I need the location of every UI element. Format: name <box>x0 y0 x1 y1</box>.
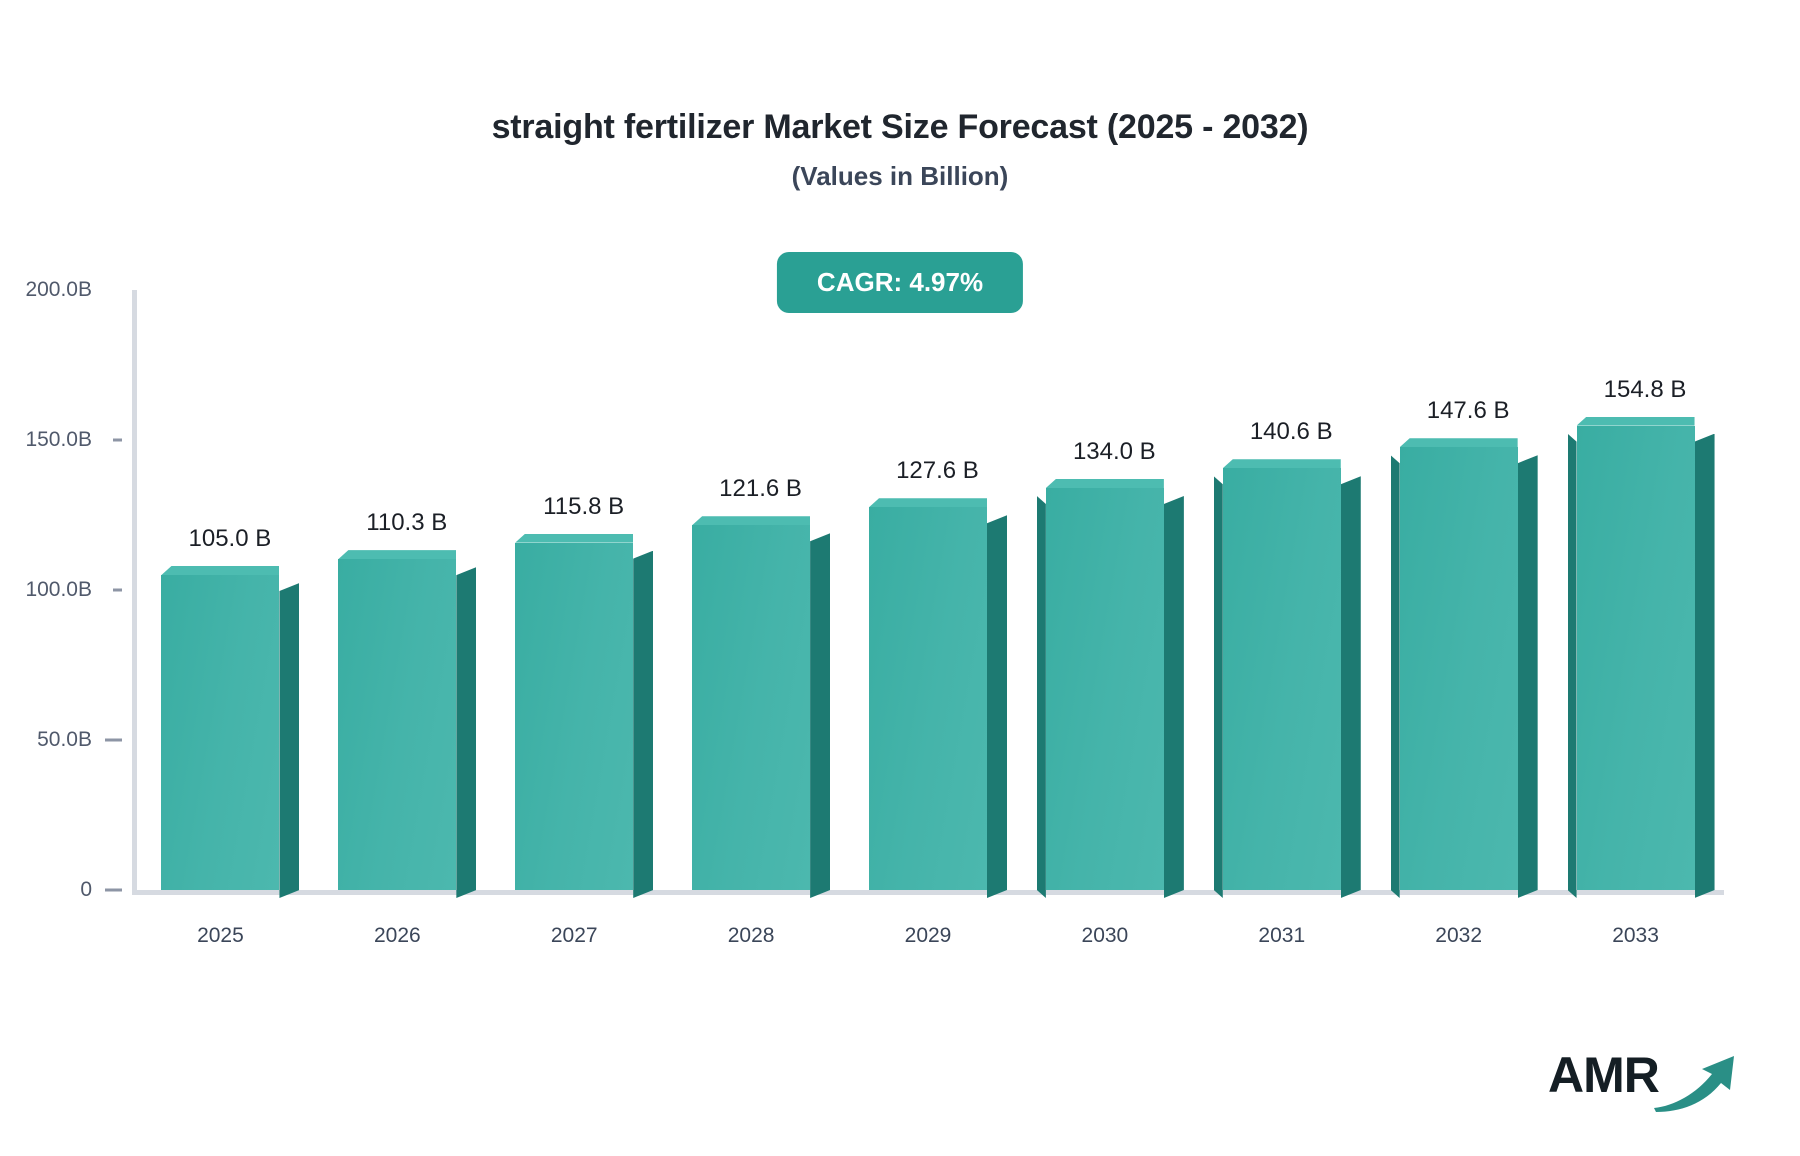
x-axis-tick-label: 2029 <box>904 924 952 947</box>
bar-value-label: 134.0 B <box>1072 438 1156 465</box>
title-block: straight fertilizer Market Size Forecast… <box>0 108 1800 192</box>
y-axis-tick <box>113 588 122 592</box>
bar-value-label: 140.6 B <box>1249 418 1333 446</box>
bar-top-face <box>1399 438 1518 448</box>
bar-column[interactable]: 140.6 B 2031 <box>1222 418 1341 947</box>
bar-top-face <box>338 550 457 560</box>
bar-front-face <box>1399 447 1518 890</box>
bar-body <box>1399 438 1518 890</box>
bar-front-face <box>869 507 987 890</box>
bar-side-face <box>456 567 476 898</box>
y-axis-tick-label: 50.0B <box>37 728 92 751</box>
y-axis-tick-label: 0 <box>80 878 92 901</box>
bar-front-face <box>515 542 634 890</box>
y-axis-labels: 0 50.0B 100.0B 150.0B 200.0B <box>0 278 126 901</box>
y-axis-line <box>132 290 137 890</box>
y-axis-tick <box>105 888 122 892</box>
bar-left-edge <box>1037 496 1046 898</box>
bar-column[interactable]: 127.6 B 2029 <box>869 457 987 947</box>
bar-top-face <box>692 516 811 526</box>
bar-top-face <box>1576 416 1695 426</box>
bar-front-face <box>692 525 811 890</box>
bar-value-label: 115.8 B <box>543 492 625 520</box>
y-axis-tick <box>105 738 122 742</box>
bar-front-face <box>1222 468 1341 890</box>
bar-body <box>692 516 811 890</box>
x-axis-tick-label: 2025 <box>197 924 244 947</box>
bar-top-face <box>161 566 280 575</box>
growth-arrow-icon <box>1654 1056 1734 1112</box>
bar-top-face <box>869 498 987 508</box>
bar-top-face <box>1045 479 1164 488</box>
plot-area: 0 50.0B 100.0B 150.0B 200.0B 105.0 B 2025 110.… <box>25 278 1724 947</box>
y-axis-tick-label: 100.0B <box>25 578 92 601</box>
bar-column[interactable]: 147.6 B 2032 <box>1399 397 1518 947</box>
bar-value-label: 154.8 B <box>1603 375 1687 403</box>
bar-top-face <box>515 533 634 543</box>
bar-side-face <box>1518 455 1538 898</box>
bar-column[interactable]: 154.8 B 2033 <box>1576 376 1695 947</box>
cagr-badge: CAGR: 4.97% <box>776 252 1024 313</box>
bar-body <box>1222 459 1341 890</box>
bar-side-face <box>987 515 1007 898</box>
y-axis-tick-label: 150.0B <box>25 428 92 451</box>
bar-body <box>1045 479 1164 890</box>
x-axis-tick-label: 2033 <box>1612 924 1659 947</box>
y-axis-tick <box>113 438 122 442</box>
bar-value-label: 110.3 B <box>366 509 448 537</box>
bar-column[interactable]: 115.8 B 2027 <box>515 493 634 947</box>
bar-front-face <box>1045 488 1164 890</box>
bar-body <box>338 550 457 890</box>
x-axis-tick-label: 2026 <box>373 924 421 947</box>
bar-column[interactable]: 134.0 B 2030 <box>1045 438 1164 947</box>
bar-body <box>1576 416 1695 890</box>
x-axis-line <box>132 890 1724 895</box>
bar-value-label: 127.6 B <box>896 457 979 485</box>
bar-value-label: 147.6 B <box>1426 397 1510 425</box>
chart-title: straight fertilizer Market Size Forecast… <box>491 108 1309 146</box>
bar-column[interactable]: 121.6 B 2028 <box>692 475 811 947</box>
x-axis-tick-label: 2030 <box>1081 924 1129 947</box>
bar-side-face <box>279 583 299 898</box>
bar-front-face <box>338 559 457 890</box>
bar-top-face <box>1222 459 1341 469</box>
bar-body <box>515 533 634 890</box>
y-axis-tick-label: 200.0B <box>25 278 92 301</box>
x-axis-tick-label: 2031 <box>1258 924 1306 947</box>
bar-column[interactable]: 110.3 B 2026 <box>338 509 457 947</box>
bar-front-face <box>161 575 280 890</box>
x-axis-tick-label: 2027 <box>550 924 598 947</box>
bar-side-face <box>1164 496 1184 898</box>
bar-side-face <box>810 533 830 898</box>
bar-left-edge <box>1214 476 1223 898</box>
bar-value-label: 121.6 B <box>719 475 802 503</box>
bar-left-edge <box>1391 455 1400 898</box>
bar-front-face <box>1576 425 1695 890</box>
bar-body <box>161 566 280 890</box>
bar-side-face <box>633 551 653 898</box>
x-axis-tick-label: 2028 <box>727 924 775 947</box>
bar-left-edge <box>1568 434 1577 898</box>
bar-side-face <box>1341 476 1361 898</box>
bar-series: 105.0 B 2025 110.3 B 2026 115.8 B 2027 121.6 B… <box>132 290 1724 947</box>
logo-text: AMR <box>1548 1047 1660 1103</box>
x-axis-tick-label: 2032 <box>1435 924 1483 947</box>
bar-column[interactable]: 105.0 B 2025 <box>161 525 280 947</box>
amr-logo: AMR <box>1548 1040 1738 1114</box>
bar-body <box>869 498 987 890</box>
bar-side-face <box>1695 434 1715 898</box>
bar-value-label: 105.0 B <box>188 525 272 552</box>
chart-subtitle: (Values in Billion) <box>791 161 1009 192</box>
